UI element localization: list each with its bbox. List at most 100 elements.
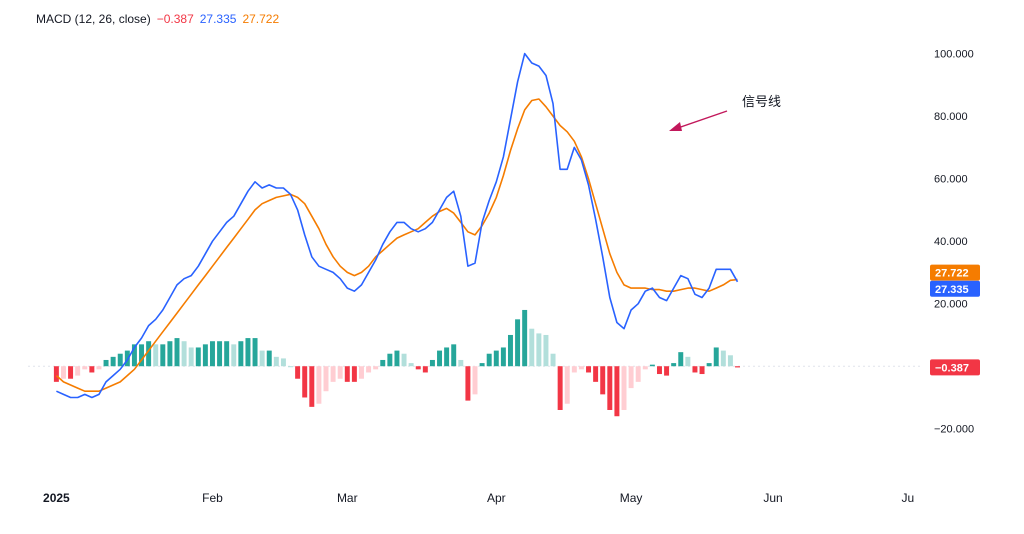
histogram-bar xyxy=(422,366,428,373)
histogram-bar xyxy=(578,366,584,370)
histogram-bar xyxy=(678,352,684,367)
y-tick-label: −20.000 xyxy=(934,424,974,436)
histogram-bar xyxy=(713,347,719,367)
signal-price-tag-label: 27.722 xyxy=(935,268,969,280)
histogram-bar xyxy=(351,366,357,382)
x-tick-label: Feb xyxy=(202,491,223,505)
signal-price-tag xyxy=(930,264,980,281)
indicator-legend[interactable]: MACD (12, 26, close) −0.387 27.335 27.72… xyxy=(36,12,279,26)
histogram-bar xyxy=(600,366,606,395)
histogram-bar xyxy=(671,363,677,367)
histogram-bar xyxy=(458,359,464,367)
histogram-bar xyxy=(550,353,556,367)
histogram-bar xyxy=(557,366,563,410)
histogram-bar xyxy=(720,350,726,367)
histogram-bar xyxy=(209,341,215,367)
histogram-bar xyxy=(238,341,244,367)
histogram-bar xyxy=(60,366,66,379)
histogram-bar xyxy=(437,350,443,367)
x-tick-label: Jun xyxy=(763,491,782,505)
histogram-bar xyxy=(699,366,705,375)
histogram-bar xyxy=(131,344,137,367)
histogram-layer xyxy=(53,309,741,417)
y-tick-label: 60.000 xyxy=(934,174,968,186)
histogram-bar xyxy=(564,366,570,404)
histogram-bar xyxy=(174,338,180,367)
histogram-bar xyxy=(139,344,145,367)
signal-line-annotation-arrow xyxy=(671,110,728,131)
histogram-bar xyxy=(614,366,620,417)
histogram-bar xyxy=(529,328,535,367)
histogram-bar xyxy=(103,359,109,367)
histogram-bar xyxy=(366,366,372,373)
histogram-bar xyxy=(358,366,364,379)
y-tick-label: 40.000 xyxy=(934,236,968,248)
macd-price-tag-label: 27.335 xyxy=(935,284,969,296)
histogram-bar xyxy=(153,344,159,367)
price-scale[interactable]: 100.000 80.000 60.000 40.000 20.000 −20.000 27… xyxy=(930,49,980,436)
histogram-bar xyxy=(224,341,230,367)
histogram-bar xyxy=(217,341,223,367)
histogram-bar xyxy=(188,347,194,367)
histogram-bar xyxy=(571,366,577,373)
histogram-bar xyxy=(160,344,166,367)
histogram-bar xyxy=(515,319,521,367)
histogram-bar xyxy=(472,366,478,395)
histogram-bar xyxy=(621,366,627,410)
signal-line-annotation-label: 信号线 xyxy=(742,94,781,109)
histogram-bar xyxy=(280,358,286,367)
histogram-bar xyxy=(727,355,733,367)
histogram-bar xyxy=(493,350,499,367)
annotation-arrowhead xyxy=(669,122,682,131)
histogram-bar xyxy=(231,344,237,367)
histogram-bar xyxy=(692,366,698,373)
histogram-bar xyxy=(486,353,492,367)
legend-signal-value: 27.722 xyxy=(242,12,280,26)
histogram-bar xyxy=(507,334,513,367)
histogram-bar xyxy=(89,366,95,373)
histogram-bar xyxy=(536,333,542,367)
histogram-bar xyxy=(302,366,308,398)
histogram-bar xyxy=(656,366,662,375)
histogram-price-tag xyxy=(930,359,980,376)
time-scale[interactable]: 2025 Feb Mar Apr May Jun Ju xyxy=(43,491,914,505)
histogram-bar xyxy=(543,334,549,367)
histogram-bar xyxy=(451,344,457,367)
histogram-bar xyxy=(444,347,450,367)
legend-histogram-value: −0.387 xyxy=(156,12,194,26)
x-tick-label: May xyxy=(620,491,643,505)
histogram-bar xyxy=(68,366,74,379)
y-tick-label: 100.000 xyxy=(934,49,974,61)
histogram-bar xyxy=(252,338,258,367)
histogram-bar xyxy=(394,350,400,367)
histogram-price-tag-label: −0.387 xyxy=(935,362,969,374)
annotation: 信号线 xyxy=(669,94,781,131)
histogram-bar xyxy=(75,366,81,376)
histogram-bar xyxy=(664,366,670,376)
histogram-bar xyxy=(337,366,343,379)
histogram-bar xyxy=(479,363,485,367)
histogram-bar xyxy=(110,356,116,367)
histogram-bar xyxy=(316,366,322,404)
histogram-bar xyxy=(401,353,407,367)
histogram-bar xyxy=(288,366,294,368)
histogram-bar xyxy=(635,366,641,382)
x-tick-label: Ju xyxy=(901,491,914,505)
histogram-bar xyxy=(415,366,421,370)
histogram-bar xyxy=(309,366,315,407)
line-layer xyxy=(55,52,739,399)
y-tick-label: 80.000 xyxy=(934,111,968,123)
y-tick-label: 20.000 xyxy=(934,299,968,311)
histogram-bar xyxy=(82,366,88,370)
histogram-bar xyxy=(202,344,208,367)
histogram-bar xyxy=(685,356,691,367)
histogram-bar xyxy=(245,338,251,367)
indicator-name[interactable]: MACD (12, 26, close) xyxy=(36,12,151,26)
histogram-bar xyxy=(642,366,648,370)
histogram-bar xyxy=(373,366,379,370)
signal-line xyxy=(55,98,738,392)
histogram-bar xyxy=(429,359,435,367)
